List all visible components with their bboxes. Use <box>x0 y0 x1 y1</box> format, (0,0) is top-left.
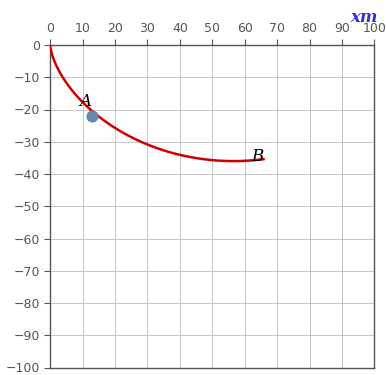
Text: A: A <box>80 93 91 110</box>
Point <box>89 113 95 119</box>
Text: xm: xm <box>351 9 378 26</box>
Text: B: B <box>251 148 264 165</box>
